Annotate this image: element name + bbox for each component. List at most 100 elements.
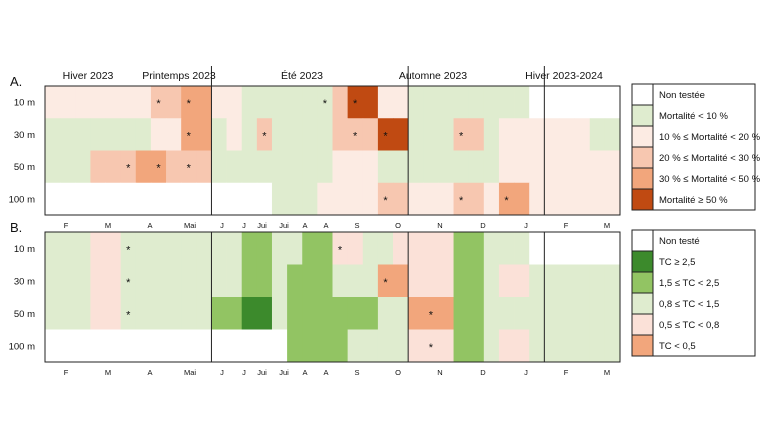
legend-swatch-b-0 — [631, 229, 654, 252]
cell-a-r3-c2 — [75, 182, 91, 216]
cell-b-r2-c34 — [559, 297, 576, 330]
cell-a-r0-c18 — [317, 86, 333, 119]
cell-b-r1-c22 — [377, 264, 394, 298]
cell-a-r0-c2 — [75, 86, 91, 119]
cell-a-r0-c25 — [423, 86, 439, 119]
cell-b-r0-c33 — [544, 232, 560, 265]
season-header-3: Automne 2023 — [399, 70, 467, 82]
cell-a-r2-c9 — [181, 150, 197, 184]
season-header-1: Printemps 2023 — [142, 70, 216, 82]
month-label-b-0: F — [64, 368, 69, 377]
month-label-b-4: J — [220, 368, 224, 377]
cell-a-r3-c18 — [317, 182, 333, 216]
cell-b-r1-c18 — [317, 264, 333, 298]
month-label-a-16: M — [604, 221, 610, 230]
cell-a-r0-c9 — [181, 86, 197, 119]
cell-b-r2-c28 — [468, 297, 485, 330]
depth-label-a-2: 50 m — [14, 162, 35, 173]
depth-label-a-1: 30 m — [14, 130, 35, 141]
cell-b-r2-c8 — [166, 297, 182, 330]
cell-b-r3-c18 — [317, 329, 333, 363]
cell-a-r3-c21 — [362, 182, 379, 216]
cell-b-r0-c24 — [408, 232, 424, 265]
cell-b-r1-c23 — [393, 264, 409, 298]
cell-b-r3-c8 — [166, 329, 182, 363]
cell-a-r0-c15 — [271, 86, 288, 119]
legend-label-b-3: 0,8 ≤ TC < 1,5 — [659, 299, 719, 310]
month-label-b-11: O — [395, 368, 401, 377]
cell-b-r0-c10 — [196, 232, 212, 265]
cell-b-r0-c18 — [317, 232, 333, 265]
cell-b-r1-c35 — [574, 264, 591, 298]
cell-a-r1-c13 — [241, 118, 258, 151]
cell-a-r0-c0 — [45, 86, 61, 119]
cell-b-r3-c7 — [150, 329, 167, 363]
cell-a-r0-c26 — [438, 86, 454, 119]
cell-b-r1-c20 — [347, 264, 364, 298]
cell-b-r3-c26 — [438, 329, 454, 363]
cell-a-r2-c25 — [423, 150, 439, 184]
cell-a-r1-c2 — [75, 118, 91, 151]
cell-a-r1-c28 — [468, 118, 485, 151]
cell-a-r3-c14 — [256, 182, 273, 216]
cell-b-r0-c9 — [181, 232, 197, 265]
cell-a-r1-c11 — [211, 118, 227, 151]
legend-label-a-5: Mortalité ≥ 50 % — [659, 195, 728, 206]
cell-a-r0-c31 — [514, 86, 530, 119]
cell-a-r2-c34 — [559, 150, 576, 184]
cell-a-r1-c17 — [302, 118, 318, 151]
cell-a-r2-c8 — [166, 150, 182, 184]
legend-label-b-2: 1,5 ≤ TC < 2,5 — [659, 278, 719, 289]
cell-b-r1-c6 — [135, 264, 152, 298]
cell-b-r3-c9 — [181, 329, 197, 363]
cell-b-r3-c13 — [241, 329, 258, 363]
cell-a-r2-c27 — [453, 150, 470, 184]
month-label-b-9: A — [323, 368, 328, 377]
cell-a-r3-c12 — [226, 182, 243, 216]
legend-swatch-b-4 — [631, 313, 654, 336]
cell-a-r0-c32 — [529, 86, 545, 119]
cell-b-r1-c29 — [483, 264, 500, 298]
legend-swatch-a-2 — [631, 125, 654, 148]
legend-swatch-b-2 — [631, 271, 654, 294]
cell-b-r3-c0 — [45, 329, 61, 363]
star-marker-a-13: * — [459, 195, 464, 207]
cell-a-r1-c16 — [287, 118, 303, 151]
cell-b-r3-c12 — [226, 329, 243, 363]
cell-b-r2-c15 — [271, 297, 288, 330]
cell-a-r0-c8 — [166, 86, 182, 119]
cell-a-r2-c20 — [347, 150, 364, 184]
panel-label-a: A. — [10, 74, 22, 89]
cell-a-r1-c31 — [514, 118, 530, 151]
cell-b-r3-c21 — [362, 329, 379, 363]
cell-a-r2-c0 — [45, 150, 61, 184]
cell-a-r2-c37 — [604, 150, 621, 184]
cell-b-r2-c16 — [287, 297, 303, 330]
cell-b-r3-c20 — [347, 329, 364, 363]
cell-a-r2-c14 — [256, 150, 273, 184]
cell-a-r1-c10 — [196, 118, 212, 151]
cell-b-r2-c32 — [529, 297, 545, 330]
legend-swatch-a-0 — [631, 83, 654, 106]
cell-b-r1-c13 — [241, 264, 258, 298]
cell-a-r3-c31 — [514, 182, 530, 216]
star-marker-b-6: * — [429, 342, 434, 354]
cell-b-r3-c17 — [302, 329, 318, 363]
cell-b-r0-c32 — [529, 232, 545, 265]
cell-b-r1-c31 — [514, 264, 530, 298]
cell-b-r2-c12 — [226, 297, 243, 330]
cell-b-r2-c24 — [408, 297, 424, 330]
cell-b-r2-c11 — [211, 297, 227, 330]
cell-a-r2-c13 — [241, 150, 258, 184]
cell-b-r0-c22 — [377, 232, 394, 265]
cell-a-r3-c24 — [408, 182, 424, 216]
cell-b-r0-c15 — [271, 232, 288, 265]
star-marker-b-1: * — [338, 244, 343, 256]
cell-b-r0-c29 — [483, 232, 500, 265]
cell-a-r0-c33 — [544, 86, 560, 119]
cell-b-r1-c16 — [287, 264, 303, 298]
cell-b-r3-c14 — [256, 329, 273, 363]
cell-a-r1-c4 — [105, 118, 122, 151]
cell-a-r0-c11 — [211, 86, 227, 119]
